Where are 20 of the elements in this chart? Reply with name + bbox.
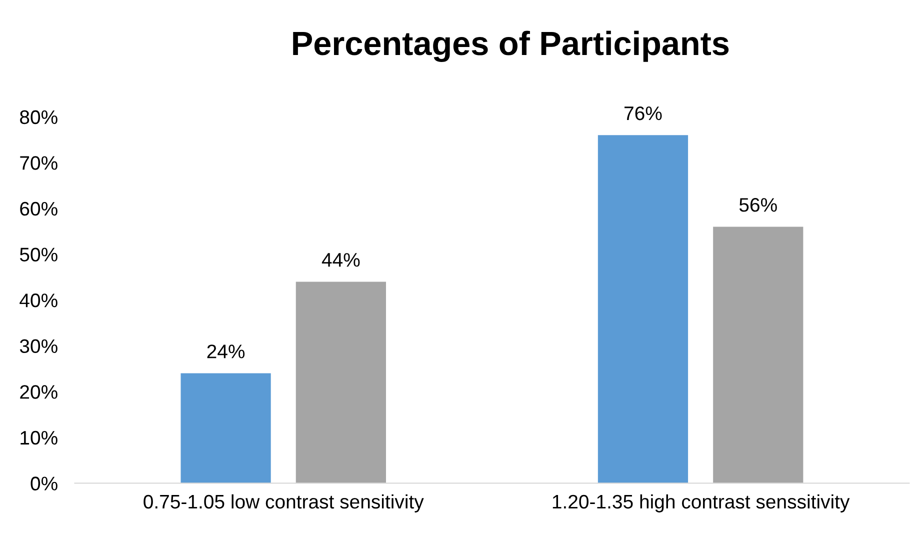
y-tick-label: 70% (20, 156, 58, 170)
y-tick-label: 10% (20, 430, 58, 445)
y-tick-label: 30% (20, 339, 58, 354)
bar (180, 373, 271, 484)
data-label: 44% (322, 253, 360, 267)
data-label: 56% (739, 198, 777, 212)
x-tick-label: 1.20-1.35 high contrast senssitivity (552, 494, 850, 512)
data-label: 76% (624, 106, 662, 120)
bar (713, 226, 804, 484)
y-tick-label: 60% (20, 202, 58, 216)
chart-title: Percentages of Participants (293, 30, 729, 62)
y-tick-label: 20% (20, 385, 58, 399)
y-tick-label: 0% (30, 476, 58, 490)
bar (296, 282, 386, 484)
data-label: 24% (207, 344, 245, 358)
x-tick-label: 0.75-1.05 low contrast sensitivity (144, 494, 424, 512)
bar (598, 135, 688, 484)
y-tick-label: 50% (20, 248, 58, 262)
y-tick-label: 80% (20, 110, 58, 124)
y-tick-label: 40% (20, 293, 58, 308)
